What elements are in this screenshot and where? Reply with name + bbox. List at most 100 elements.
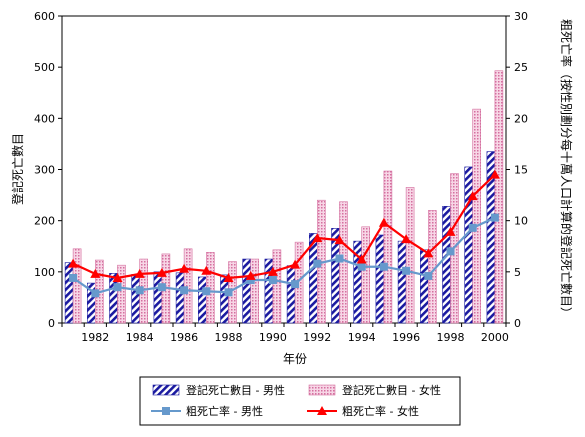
point-male-rate-1983 [113, 283, 122, 292]
legend: 登記死亡數目 - 男性 登記死亡數目 - 女性 粗死亡率 - 男性 粗死亡率 -… [139, 376, 461, 426]
y-axis-left-title: 登記死亡數目 [10, 133, 25, 205]
point-male-rate-2000 [490, 213, 499, 222]
point-female-rate-1992 [312, 233, 323, 243]
bar-male-1991 [286, 265, 296, 324]
y-right-tick-label: 25 [514, 61, 528, 74]
legend-marker-female-rate [317, 406, 327, 415]
x-tick-label: 1986 [170, 331, 198, 344]
point-female-rate-1999 [467, 191, 478, 201]
point-female-rate-1982 [90, 268, 101, 278]
y-left-tick-label: 400 [34, 112, 55, 125]
bar-male-1988 [220, 274, 229, 324]
point-female-rate-2000 [489, 169, 500, 179]
point-male-rate-1997 [424, 271, 433, 280]
bar-male-1984 [131, 274, 140, 324]
bar-female-1986 [183, 248, 193, 324]
bar-male-1990 [264, 258, 274, 324]
y-right-tick-label: 15 [514, 164, 528, 177]
bar-male-1996 [397, 240, 407, 324]
point-female-rate-1995 [378, 217, 389, 227]
x-tick-label: 1996 [392, 331, 420, 344]
bar-female-1990 [272, 249, 282, 324]
y-left-tick-label: 0 [48, 317, 55, 330]
bar-male-1998 [442, 206, 451, 324]
point-female-rate-1984 [134, 268, 145, 278]
legend-marker-male-rate [162, 407, 170, 415]
legend-label-male-rate: 粗死亡率 - 男性 [186, 404, 263, 418]
point-female-rate-1987 [201, 265, 212, 275]
point-female-rate-1997 [423, 248, 434, 258]
point-female-rate-1998 [445, 226, 456, 236]
y-axis-right-title: 粗死亡率（按性別劃分每十萬人口計算的登記死亡數目） [559, 19, 574, 319]
x-tick-label: 1982 [81, 331, 109, 344]
x-tick-label: 1984 [126, 331, 154, 344]
point-male-rate-1986 [180, 286, 189, 295]
x-tick-label: 1988 [215, 331, 243, 344]
point-male-rate-1985 [157, 283, 166, 292]
bar-male-1995 [375, 234, 385, 324]
x-tick-label: 1992 [303, 331, 331, 344]
lines [68, 169, 500, 298]
point-male-rate-1991 [291, 280, 300, 289]
bar-male-1986 [175, 272, 185, 324]
y-left-tick-label: 600 [34, 10, 55, 23]
bar-male-1981 [64, 262, 74, 324]
legend-label-male-count: 登記死亡數目 - 男性 [186, 383, 285, 397]
point-male-rate-1995 [379, 262, 388, 271]
point-female-rate-1990 [267, 266, 278, 276]
point-male-rate-1987 [202, 287, 211, 296]
y-right-tick-label: 10 [514, 215, 528, 228]
legend-swatch-male-count [152, 384, 180, 396]
y-left-tick-label: 500 [34, 61, 55, 74]
x-axis-title: 年份 [283, 352, 307, 366]
legend-label-female-rate: 粗死亡率 - 女性 [342, 404, 419, 418]
legend-swatch-female-count [308, 384, 336, 396]
point-female-rate-1983 [112, 272, 123, 282]
bar-female-1981 [72, 248, 82, 324]
point-male-rate-1992 [313, 259, 322, 268]
bar-female-1999 [472, 108, 481, 324]
axes: 0 100 200 300 400 500 600 0 5 10 15 20 25 30 1982 1984 1… [34, 10, 528, 344]
point-female-rate-1996 [401, 234, 412, 244]
legend-box [139, 376, 461, 426]
bar-female-1997 [427, 210, 437, 324]
bar-female-1995 [383, 170, 393, 324]
y-left-tick-label: 100 [34, 266, 55, 279]
bar-female-1983 [117, 264, 126, 324]
point-female-rate-1981 [68, 258, 79, 268]
bar-male-1985 [153, 271, 163, 324]
point-male-rate-1996 [402, 266, 411, 275]
point-male-rate-1998 [446, 247, 455, 256]
point-male-rate-1994 [357, 262, 366, 271]
bar-female-1996 [405, 187, 415, 324]
y-right-tick-label: 5 [514, 266, 521, 279]
point-male-rate-1999 [468, 223, 477, 232]
y-right-tick-label: 30 [514, 10, 528, 23]
bar-male-1997 [420, 249, 429, 324]
y-right-tick-label: 0 [514, 317, 521, 330]
legend-label-female-count: 登記死亡數目 - 女性 [342, 383, 441, 397]
point-male-rate-1981 [69, 273, 78, 282]
x-tick-label: 1998 [437, 331, 465, 344]
point-male-rate-1990 [268, 276, 277, 285]
point-male-rate-1989 [246, 276, 255, 285]
point-female-rate-1989 [245, 270, 256, 280]
point-female-rate-1993 [334, 235, 345, 245]
point-male-rate-1988 [224, 288, 233, 297]
bar-female-2000 [494, 70, 504, 324]
x-tick-label: 2000 [481, 331, 509, 344]
point-female-rate-1986 [179, 263, 190, 273]
point-female-rate-1988 [223, 272, 234, 282]
x-tick-label: 1994 [348, 331, 376, 344]
point-female-rate-1991 [290, 259, 301, 269]
line-female-rate [72, 173, 496, 280]
bar-female-1994 [361, 226, 370, 324]
bar-female-1989 [250, 258, 259, 324]
bar-male-1989 [242, 258, 251, 324]
bar-male-1999 [464, 166, 474, 324]
bar-male-1987 [198, 276, 207, 324]
x-tick-label: 1990 [259, 331, 287, 344]
point-male-rate-1984 [135, 286, 144, 295]
y-right-tick-label: 20 [514, 112, 528, 125]
